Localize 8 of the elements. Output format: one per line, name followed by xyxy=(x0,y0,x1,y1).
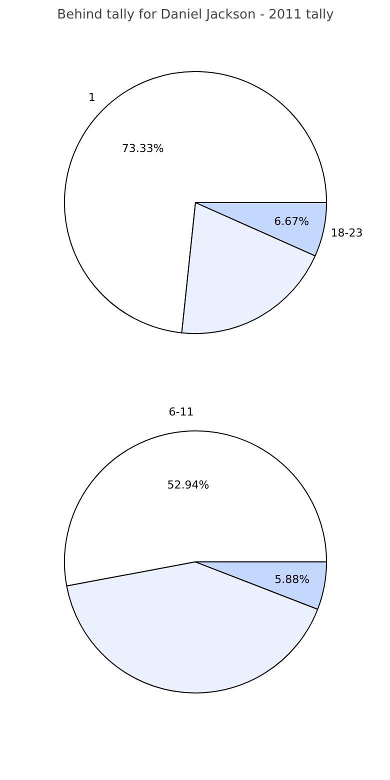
data-label: 5.88% xyxy=(274,573,310,586)
slice-label: 18-23 xyxy=(330,226,363,240)
slice-label: 6-11 xyxy=(168,405,194,418)
data-label: 6.67% xyxy=(274,214,310,228)
slice-label: 1 xyxy=(88,91,96,104)
data-label: 52.94% xyxy=(167,478,210,492)
data-label: 73.33% xyxy=(122,142,164,156)
chart-title: Behind tally for Daniel Jackson - 2011 tally xyxy=(57,8,334,22)
